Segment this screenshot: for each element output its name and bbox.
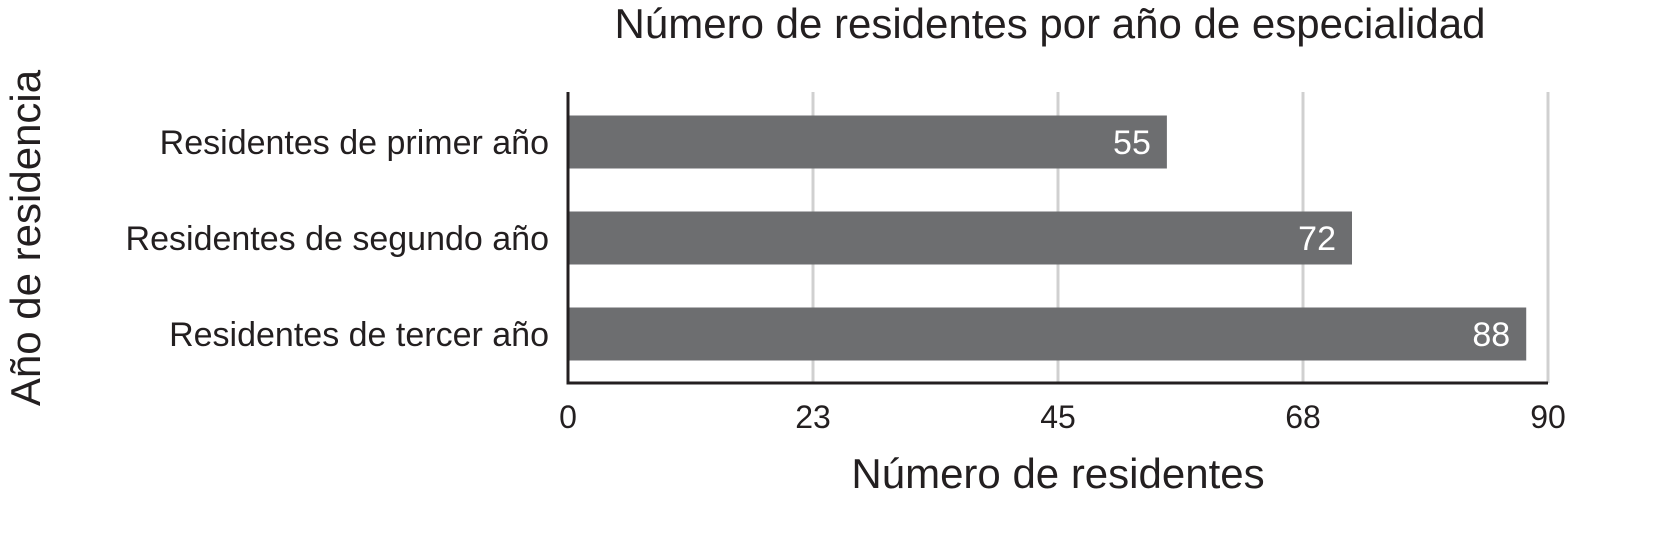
chart-title: Número de residentes por año de especial… (615, 0, 1486, 47)
x-tick-label: 23 (795, 399, 831, 435)
category-labels: Residentes de primer año Residentes de se… (126, 124, 549, 354)
category-label: Residentes de primer año (160, 124, 549, 162)
x-tick-label: 45 (1040, 399, 1076, 435)
category-label: Residentes de tercer año (169, 316, 549, 354)
category-label: Residentes de segundo año (126, 220, 549, 258)
data-label: 72 (1298, 220, 1336, 258)
bar (569, 211, 1352, 265)
x-tick-labels: 0 23 45 68 90 (559, 399, 1566, 435)
x-tick-label: 68 (1285, 399, 1321, 435)
x-axis-label: Número de residentes (851, 450, 1264, 497)
data-label: 88 (1472, 316, 1510, 354)
x-tick-label: 90 (1530, 399, 1566, 435)
axes (566, 92, 1548, 385)
x-tick-label: 0 (559, 399, 577, 435)
bar (569, 115, 1167, 169)
bar (569, 307, 1527, 361)
bars: 55 72 88 (569, 115, 1527, 361)
data-label: 55 (1113, 124, 1151, 162)
y-axis-label: Año de residencia (2, 69, 49, 406)
